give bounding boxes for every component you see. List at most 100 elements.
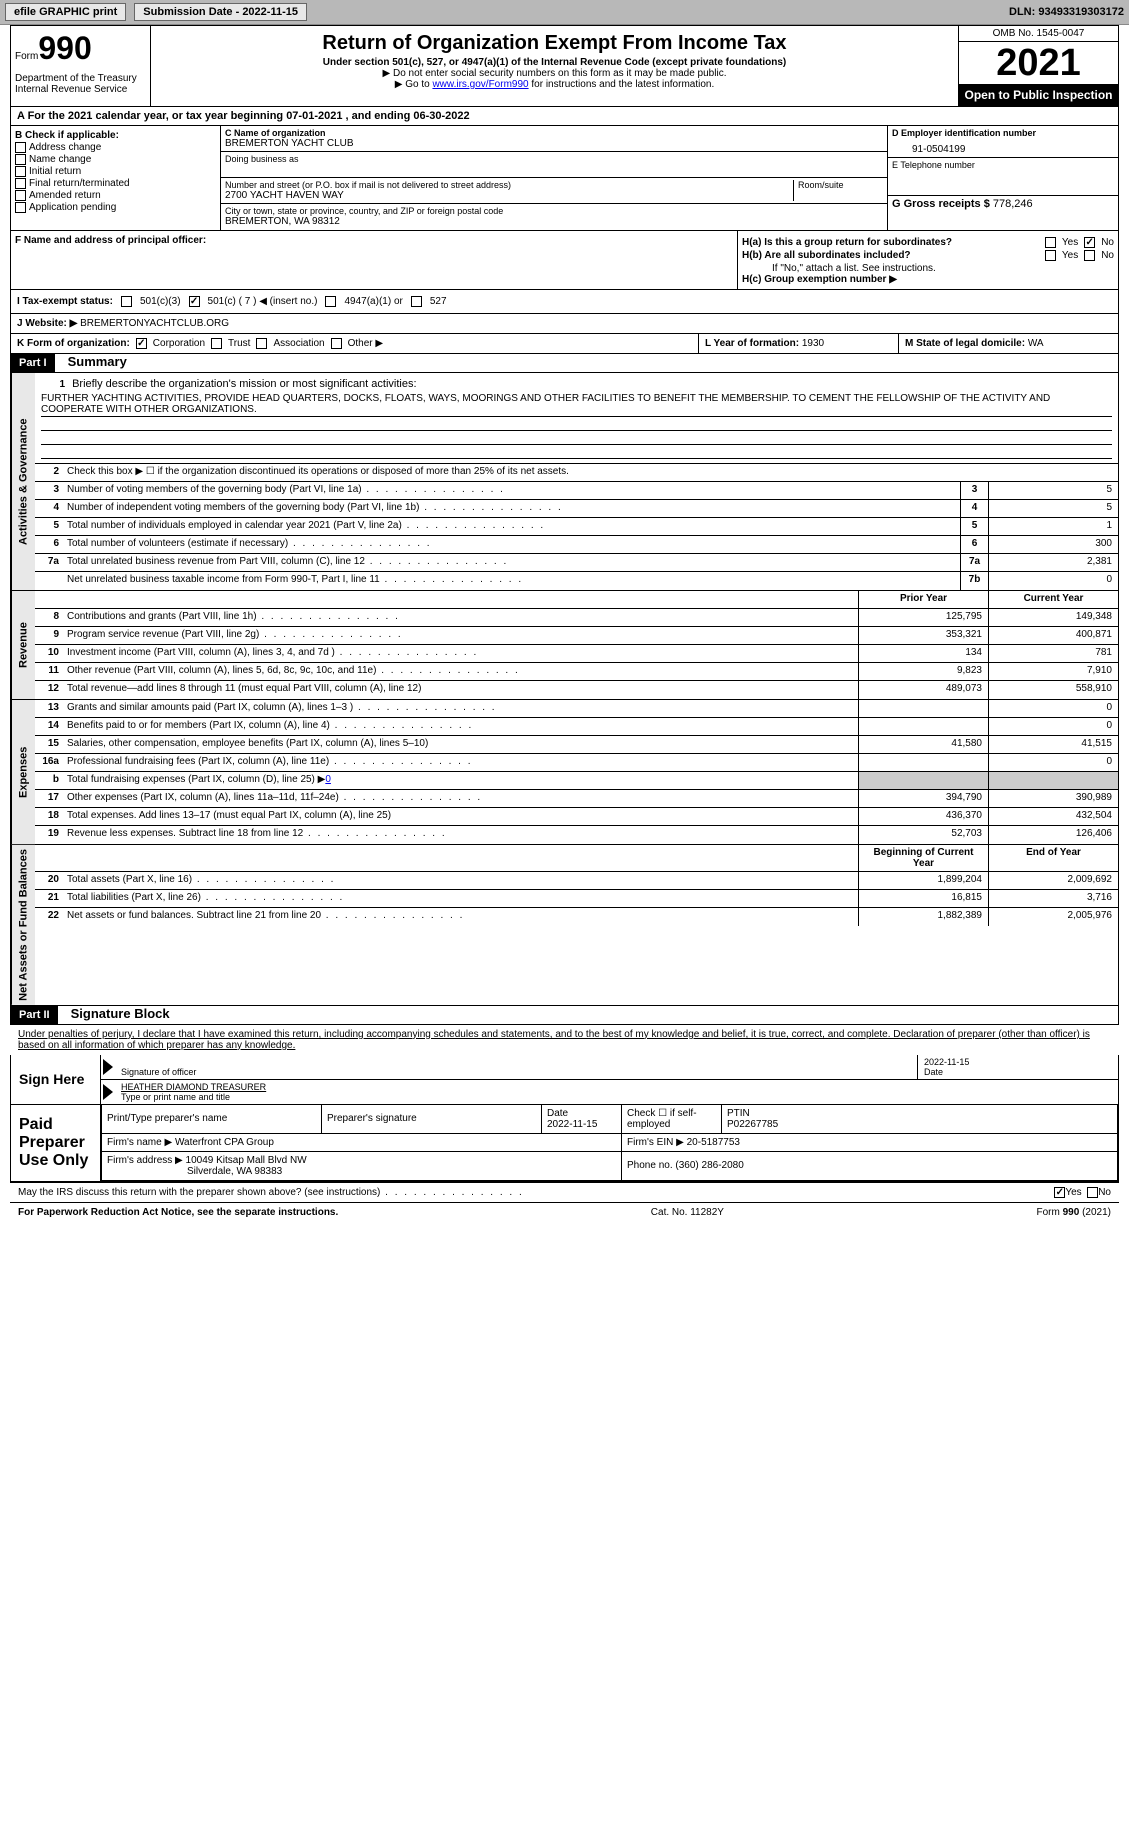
form-id-block: Form990 Department of the Treasury Inter… (11, 26, 151, 106)
line-8: Contributions and grants (Part VIII, lin… (63, 609, 858, 626)
current-year-header: Current Year (988, 591, 1118, 608)
p18: 436,370 (858, 808, 988, 825)
line-4: Number of independent voting members of … (63, 500, 960, 517)
line-6: Total number of volunteers (estimate if … (63, 536, 960, 553)
section-m: M State of legal domicile: WA (898, 334, 1118, 353)
checkbox-initial-return[interactable] (15, 166, 26, 177)
gross-receipts-label: G Gross receipts $ (892, 198, 990, 210)
org-name: BREMERTON YACHT CLUB (225, 138, 883, 149)
p10: 134 (858, 645, 988, 662)
ptin: P02267785 (727, 1119, 778, 1130)
val-6: 300 (988, 536, 1118, 553)
p14 (858, 718, 988, 735)
firm-addr2: Silverdale, WA 98383 (107, 1166, 282, 1177)
paid-preparer-label: Paid Preparer Use Only (11, 1105, 101, 1181)
vtab-net-assets: Net Assets or Fund Balances (11, 845, 35, 1005)
begin-year-header: Beginning of Current Year (858, 845, 988, 871)
c10: 781 (988, 645, 1118, 662)
officer-name-title: HEATHER DIAMOND TREASURER (121, 1082, 266, 1092)
val-4: 5 (988, 500, 1118, 517)
firm-phone: (360) 286-2080 (675, 1160, 743, 1171)
p19: 52,703 (858, 826, 988, 844)
section-c: C Name of organization BREMERTON YACHT C… (221, 126, 888, 230)
org-name-label: C Name of organization (225, 128, 883, 138)
website-url: BREMERTONYACHTCLUB.ORG (80, 318, 229, 329)
section-b: B Check if applicable: Address change Na… (11, 126, 221, 230)
checkbox-amended[interactable] (15, 190, 26, 201)
arrow-icon (103, 1059, 113, 1075)
c21: 3,716 (988, 890, 1118, 907)
line-21: Total liabilities (Part X, line 26) (63, 890, 858, 907)
line-20: Total assets (Part X, line 16) (63, 872, 858, 889)
val-3: 5 (988, 482, 1118, 499)
section-k: K Form of organization: Corporation Trus… (11, 334, 698, 353)
section-i: I Tax-exempt status: 501(c)(3) 501(c) ( … (10, 290, 1119, 314)
firm-ein: 20-5187753 (687, 1137, 740, 1148)
section-a: A For the 2021 calendar year, or tax yea… (10, 107, 1119, 126)
checkbox-address-change[interactable] (15, 142, 26, 153)
checkbox-other[interactable] (331, 338, 342, 349)
c17: 390,989 (988, 790, 1118, 807)
sig-date: 2022-11-15 (924, 1057, 969, 1067)
c15: 41,515 (988, 736, 1118, 753)
submission-date-button[interactable]: Submission Date - 2022-11-15 (134, 3, 307, 21)
line-5: Total number of individuals employed in … (63, 518, 960, 535)
line-14: Benefits paid to or for members (Part IX… (63, 718, 858, 735)
line-11: Other revenue (Part VIII, column (A), li… (63, 663, 858, 680)
line-2: Check this box ▶ ☐ if the organization d… (63, 464, 1118, 481)
c9: 400,871 (988, 627, 1118, 644)
tax-year: 2021 (959, 42, 1118, 84)
checkbox-ha-no[interactable] (1084, 237, 1095, 248)
mission-text: FURTHER YACHTING ACTIVITIES, PROVIDE HEA… (41, 392, 1112, 417)
val-7a: 2,381 (988, 554, 1118, 571)
line-15: Salaries, other compensation, employee b… (63, 736, 858, 753)
checkbox-assoc[interactable] (256, 338, 267, 349)
c20: 2,009,692 (988, 872, 1118, 889)
phone-label: E Telephone number (892, 160, 1114, 170)
line-22: Net assets or fund balances. Subtract li… (63, 908, 858, 926)
checkbox-4947[interactable] (325, 296, 336, 307)
checkbox-discuss-no[interactable] (1087, 1187, 1098, 1198)
checkbox-hb-no[interactable] (1084, 250, 1095, 261)
vtab-expenses: Expenses (11, 700, 35, 844)
checkbox-ha-yes[interactable] (1045, 237, 1056, 248)
c16b (988, 772, 1118, 789)
part-2-header: Part II (11, 1006, 58, 1024)
p12: 489,073 (858, 681, 988, 699)
checkbox-501c3[interactable] (121, 296, 132, 307)
city-state-zip: BREMERTON, WA 98312 (225, 216, 883, 227)
checkbox-corp[interactable] (136, 338, 147, 349)
line-7b: Net unrelated business taxable income fr… (63, 572, 960, 590)
val-5: 1 (988, 518, 1118, 535)
sig-officer-label: Signature of officer (121, 1067, 196, 1077)
line-19: Revenue less expenses. Subtract line 18 … (63, 826, 858, 844)
c22: 2,005,976 (988, 908, 1118, 926)
vtab-revenue: Revenue (11, 591, 35, 699)
dba-label: Doing business as (225, 154, 883, 164)
checkbox-final-return[interactable] (15, 178, 26, 189)
checkbox-hb-yes[interactable] (1045, 250, 1056, 261)
line-9: Program service revenue (Part VIII, line… (63, 627, 858, 644)
checkbox-trust[interactable] (211, 338, 222, 349)
efile-print-button[interactable]: efile GRAPHIC print (5, 3, 126, 21)
p13 (858, 700, 988, 717)
checkbox-discuss-yes[interactable] (1054, 1187, 1065, 1198)
vtab-activities: Activities & Governance (11, 373, 35, 590)
c8: 149,348 (988, 609, 1118, 626)
checkbox-app-pending[interactable] (15, 202, 26, 213)
self-employed-check: Check ☐ if self-employed (622, 1105, 722, 1134)
irs-link[interactable]: www.irs.gov/Form990 (432, 79, 528, 90)
checkbox-527[interactable] (411, 296, 422, 307)
prep-date: 2022-11-15 (547, 1119, 597, 1130)
main-title: Return of Organization Exempt From Incom… (159, 32, 950, 55)
form-footer: Form 990 (2021) (1037, 1207, 1111, 1218)
perjury-statement: Under penalties of perjury, I declare th… (10, 1025, 1119, 1055)
checkbox-name-change[interactable] (15, 154, 26, 165)
line-13: Grants and similar amounts paid (Part IX… (63, 700, 858, 717)
checkbox-501c[interactable] (189, 296, 200, 307)
subtitle: Under section 501(c), 527, or 4947(a)(1)… (159, 57, 950, 68)
p20: 1,899,204 (858, 872, 988, 889)
form-number: 990 (38, 30, 91, 66)
prior-year-header: Prior Year (858, 591, 988, 608)
form-title-block: Return of Organization Exempt From Incom… (151, 26, 958, 106)
